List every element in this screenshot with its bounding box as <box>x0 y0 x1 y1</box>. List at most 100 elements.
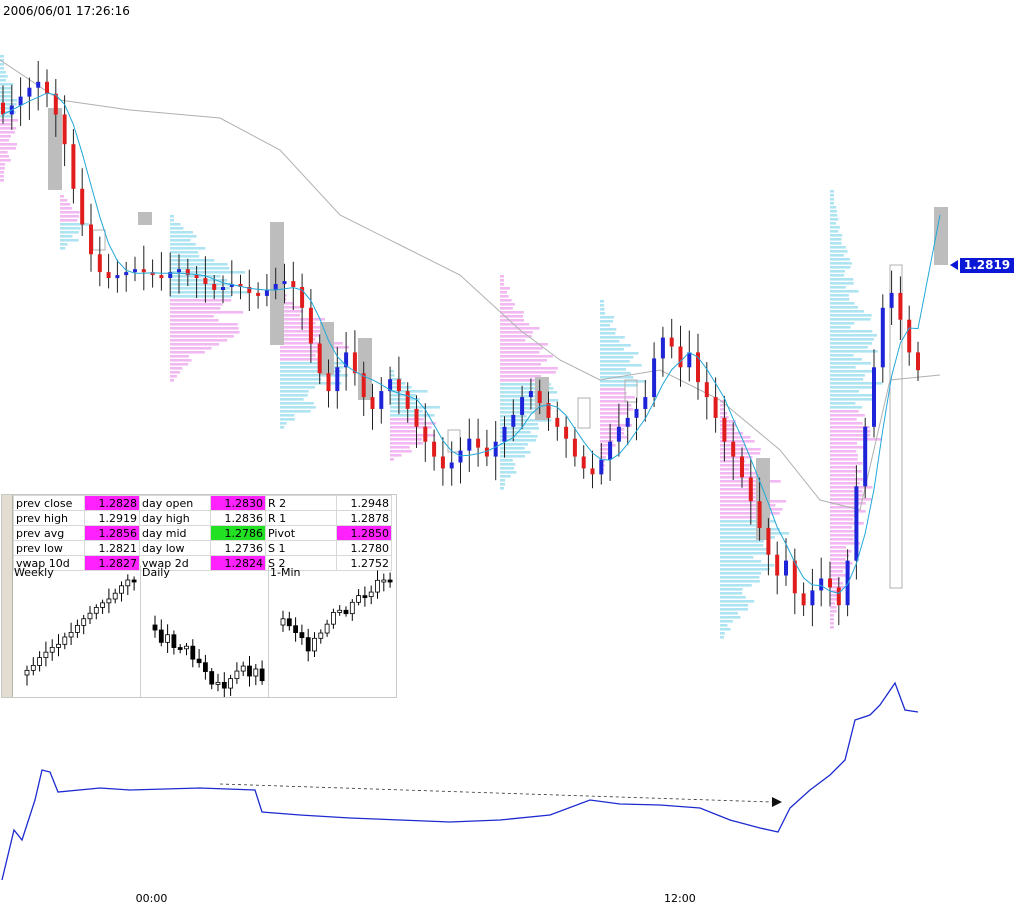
mini-candle-body <box>305 637 311 652</box>
candle-body <box>449 462 454 469</box>
profile-bar <box>600 384 638 387</box>
profile-bar <box>600 324 611 327</box>
profile-bar <box>500 347 543 350</box>
candle-body <box>45 81 49 94</box>
candle-body <box>300 287 305 308</box>
candle-body <box>528 391 533 397</box>
mini-1min: 1-Min <box>269 565 396 697</box>
candle-body <box>766 527 771 555</box>
profile-bar <box>720 628 731 631</box>
profile-bar <box>720 404 724 407</box>
profile-bar <box>830 418 857 421</box>
profile-bar <box>720 448 761 451</box>
candle-body <box>115 275 120 279</box>
profile-bar <box>830 442 857 445</box>
profile-bar <box>720 516 764 519</box>
candle-body <box>335 367 340 392</box>
profile-bar <box>830 262 852 265</box>
candle-body <box>53 93 58 115</box>
profile-bar <box>830 494 864 497</box>
profile-bar <box>720 420 736 423</box>
profile-bar <box>500 479 506 482</box>
profile-bar <box>500 307 513 310</box>
candle-body <box>872 367 876 427</box>
profile-bar <box>830 214 838 217</box>
panel-grip[interactable] <box>2 495 13 697</box>
profile-bar <box>830 334 877 337</box>
profile-bar <box>830 598 838 601</box>
profile-bar <box>390 434 436 437</box>
candle-body <box>520 397 525 415</box>
candle-body <box>643 397 648 409</box>
candle-body <box>185 269 190 276</box>
stat-value: 1.2780 <box>336 540 392 556</box>
candle-body <box>317 343 322 374</box>
profile-bar <box>600 312 606 315</box>
mini-candle-body <box>209 671 215 685</box>
profile-bar <box>830 550 852 553</box>
profile-bar <box>60 235 73 238</box>
profile-bar <box>830 246 846 249</box>
profile-bar <box>720 500 787 503</box>
profile-bar <box>830 602 835 605</box>
profile-bar <box>170 259 215 262</box>
profile-bar <box>600 424 632 427</box>
profile-bar <box>170 343 220 346</box>
profile-bar <box>830 274 845 277</box>
profile-bar <box>600 428 625 431</box>
profile-bar <box>170 255 200 258</box>
profile-bar <box>830 422 863 425</box>
profile-bar <box>830 618 834 621</box>
profile-bar <box>170 371 180 374</box>
profile-bar <box>830 402 856 405</box>
profile-bar <box>170 243 196 246</box>
mini-candle-body <box>87 612 93 620</box>
profile-bar <box>390 442 424 445</box>
mini-candle-body <box>93 607 99 614</box>
mini-candle-body <box>75 624 80 633</box>
hourly-bar-outline <box>624 379 638 403</box>
profile-bar <box>830 454 858 457</box>
profile-bar <box>600 336 625 339</box>
profile-bar <box>720 564 775 567</box>
profile-bar <box>830 482 860 485</box>
profile-bar <box>830 290 859 293</box>
profile-bar <box>0 143 17 146</box>
profile-bar <box>720 532 790 535</box>
hourly-bar-outline <box>577 397 591 429</box>
mini-candle-body <box>49 646 55 653</box>
candle-body <box>440 456 445 469</box>
hourly-bar <box>358 338 372 400</box>
profile-bar <box>830 398 876 401</box>
candle-body <box>150 272 155 276</box>
profile-bar <box>280 378 322 381</box>
profile-bar <box>390 394 416 397</box>
mini-weekly: Weekly <box>13 565 141 697</box>
profile-bar <box>500 363 541 366</box>
profile-bar <box>500 283 504 286</box>
profile-bar <box>390 406 440 409</box>
profile-bar <box>600 440 614 443</box>
candle-body <box>493 441 498 457</box>
profile-bar <box>830 574 849 577</box>
mini-candle-body <box>119 585 124 594</box>
profile-bar <box>830 450 857 453</box>
profile-bar <box>830 382 883 385</box>
profile-bar <box>830 546 846 549</box>
profile-bar <box>170 287 230 290</box>
profile-bar <box>830 590 838 593</box>
candle-body <box>731 441 736 457</box>
candle-body <box>229 284 234 287</box>
profile-bar <box>280 402 314 405</box>
mini-candle-body <box>165 634 171 643</box>
profile-bar <box>830 434 871 437</box>
profile-bar <box>830 410 859 413</box>
profile-bar <box>280 382 342 385</box>
profile-bar <box>600 412 628 415</box>
profile-bar <box>600 352 639 355</box>
profile-bar <box>830 254 844 257</box>
mini-candle-body <box>184 645 189 650</box>
profile-bar <box>720 548 771 551</box>
candle-body <box>845 560 850 606</box>
